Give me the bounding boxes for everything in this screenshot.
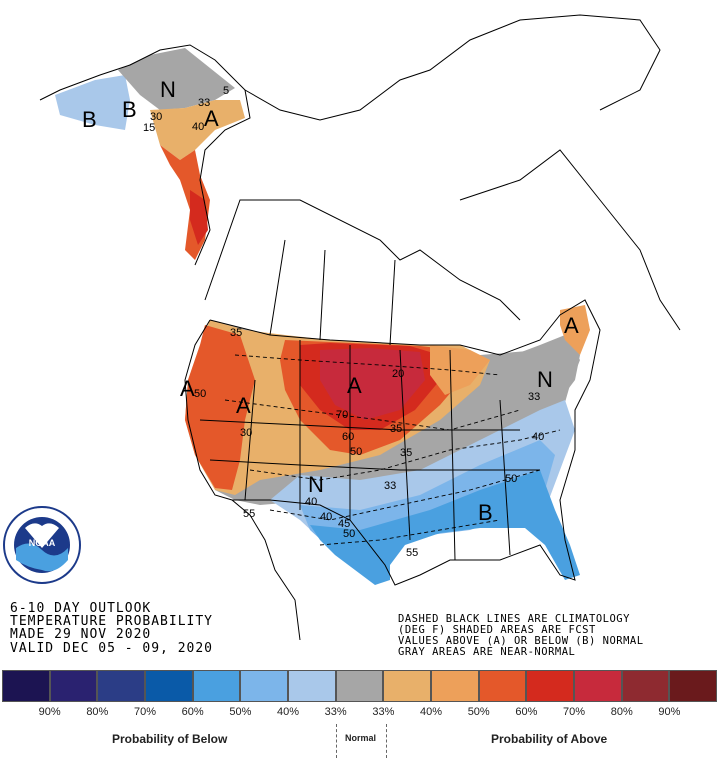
legend-percent-label: 50% [229, 706, 252, 718]
legend-swatch [335, 670, 384, 702]
note-line-3: VALUES ABOVE (A) OR BELOW (B) NORMAL [398, 635, 644, 647]
legend-percent-label: 60% [181, 706, 204, 718]
alaska-shading [55, 48, 245, 260]
probability-of-above-label: Probability of Above [491, 732, 608, 746]
zone-below-alaska-nw: B [122, 97, 137, 122]
iso-50d: 50 [194, 388, 206, 400]
legend-percent-label: 90% [38, 706, 61, 718]
iso-50a: 50 [350, 446, 362, 458]
zone-above-plains: A [347, 373, 362, 398]
note-line-1: DASHED BLACK LINES ARE CLIMATOLOGY [398, 613, 630, 625]
outlook-header: 6-10 DAY OUTLOOK TEMPERATURE PROBABILITY… [10, 601, 213, 656]
note-line-4: GRAY AREAS ARE NEAR-NORMAL [398, 646, 575, 658]
legend-percent-label: 40% [277, 706, 300, 718]
legend-swatch [240, 670, 289, 702]
iso-40b: 40 [305, 496, 317, 508]
iso-45: 45 [338, 518, 350, 530]
legend-percent-label: 90% [658, 706, 681, 718]
zone-normal-south: N [308, 472, 324, 497]
iso-ak-30: 30 [150, 111, 162, 123]
legend-percent-label: 80% [86, 706, 109, 718]
legend-percent-label: 70% [563, 706, 586, 718]
zone-above-alaska: A [204, 106, 219, 131]
zone-below-alaska-west: B [82, 107, 97, 132]
legend-percent-label: 40% [420, 706, 443, 718]
zone-below-southeast: B [478, 500, 493, 525]
normal-label: Normal [345, 733, 377, 743]
legend-percent-label: 33% [372, 706, 395, 718]
iso-55b: 55 [406, 547, 418, 559]
outlook-map: A A A A A B B B N N N 20 30 33 33 35 35 … [3, 14, 681, 658]
legend-swatch [526, 670, 575, 702]
probability-color-scale [2, 670, 718, 702]
iso-20: 20 [392, 368, 404, 380]
legend-swatch [288, 670, 336, 702]
legend-swatch [49, 670, 98, 702]
outlook-title: 6-10 DAY OUTLOOK [10, 601, 151, 616]
iso-50c: 50 [343, 528, 355, 540]
iso-60: 60 [342, 431, 354, 443]
iso-50b: 50 [505, 473, 517, 485]
legend-percent-label: 50% [467, 706, 490, 718]
legend-swatch [431, 670, 479, 702]
legend-percent-label: 70% [133, 706, 157, 718]
probability-percent-labels: 90% 80% 70% 60% 50% 40% 33% 33% 40% 50% 60% 70% 80% 9… [2, 706, 717, 718]
noaa-logo: NOAA [3, 506, 81, 584]
legend-swatch [97, 670, 146, 702]
iso-35c: 35 [400, 447, 412, 459]
iso-ak-15: 15 [143, 122, 155, 134]
outlook-made-date: MADE 29 NOV 2020 [10, 627, 151, 642]
iso-30: 30 [240, 427, 252, 439]
iso-35b: 35 [390, 423, 402, 435]
zone-above-basin: A [236, 393, 251, 418]
zone-letters: A A A A A B B B N N N [82, 77, 579, 525]
zone-normal-east: N [537, 367, 553, 392]
legend-percent-label: 80% [610, 706, 633, 718]
legend-swatch [669, 670, 718, 702]
iso-ak-5: 5 [223, 85, 229, 97]
climatology-isotherms [224, 354, 561, 546]
iso-33a: 33 [384, 480, 396, 492]
iso-40c: 40 [320, 511, 332, 523]
probability-of-below-label: Probability of Below [112, 732, 228, 746]
iso-ak-33: 33 [198, 97, 210, 109]
outlook-valid-dates: VALID DEC 05 - 09, 2020 [10, 641, 213, 656]
isotherm-labels: 20 30 33 33 35 35 35 40 40 40 40 45 50 5… [143, 85, 544, 559]
iso-33b: 33 [528, 391, 540, 403]
legend-percent-label: 33% [324, 706, 347, 718]
iso-35a: 35 [230, 327, 242, 339]
legend-swatch [192, 670, 241, 702]
map-boundaries [39, 14, 681, 641]
note-line-2: (DEG F) SHADED AREAS ARE FCST [398, 624, 596, 636]
legend-swatch [145, 670, 193, 702]
legend-swatch [2, 670, 50, 702]
legend-percent-label: 60% [515, 706, 538, 718]
legend-swatch [574, 670, 622, 702]
map-note: DASHED BLACK LINES ARE CLIMATOLOGY (DEG … [398, 613, 644, 658]
noaa-logo-text: NOAA [29, 538, 56, 548]
legend-swatch [383, 670, 432, 702]
outlook-subtitle: TEMPERATURE PROBABILITY [10, 614, 213, 629]
normal-divider-left [336, 724, 337, 758]
iso-40d: 40 [192, 121, 204, 133]
legend-swatch [621, 670, 670, 702]
conus-shading [185, 305, 590, 585]
zone-above-maine: A [564, 313, 579, 338]
zone-normal-alaska: N [160, 77, 176, 102]
iso-55a: 55 [243, 508, 255, 520]
legend-swatch [478, 670, 527, 702]
iso-70: 70 [336, 409, 348, 421]
zone-above-west: A [180, 376, 195, 401]
normal-divider-right [386, 724, 387, 758]
iso-40a: 40 [532, 431, 544, 443]
